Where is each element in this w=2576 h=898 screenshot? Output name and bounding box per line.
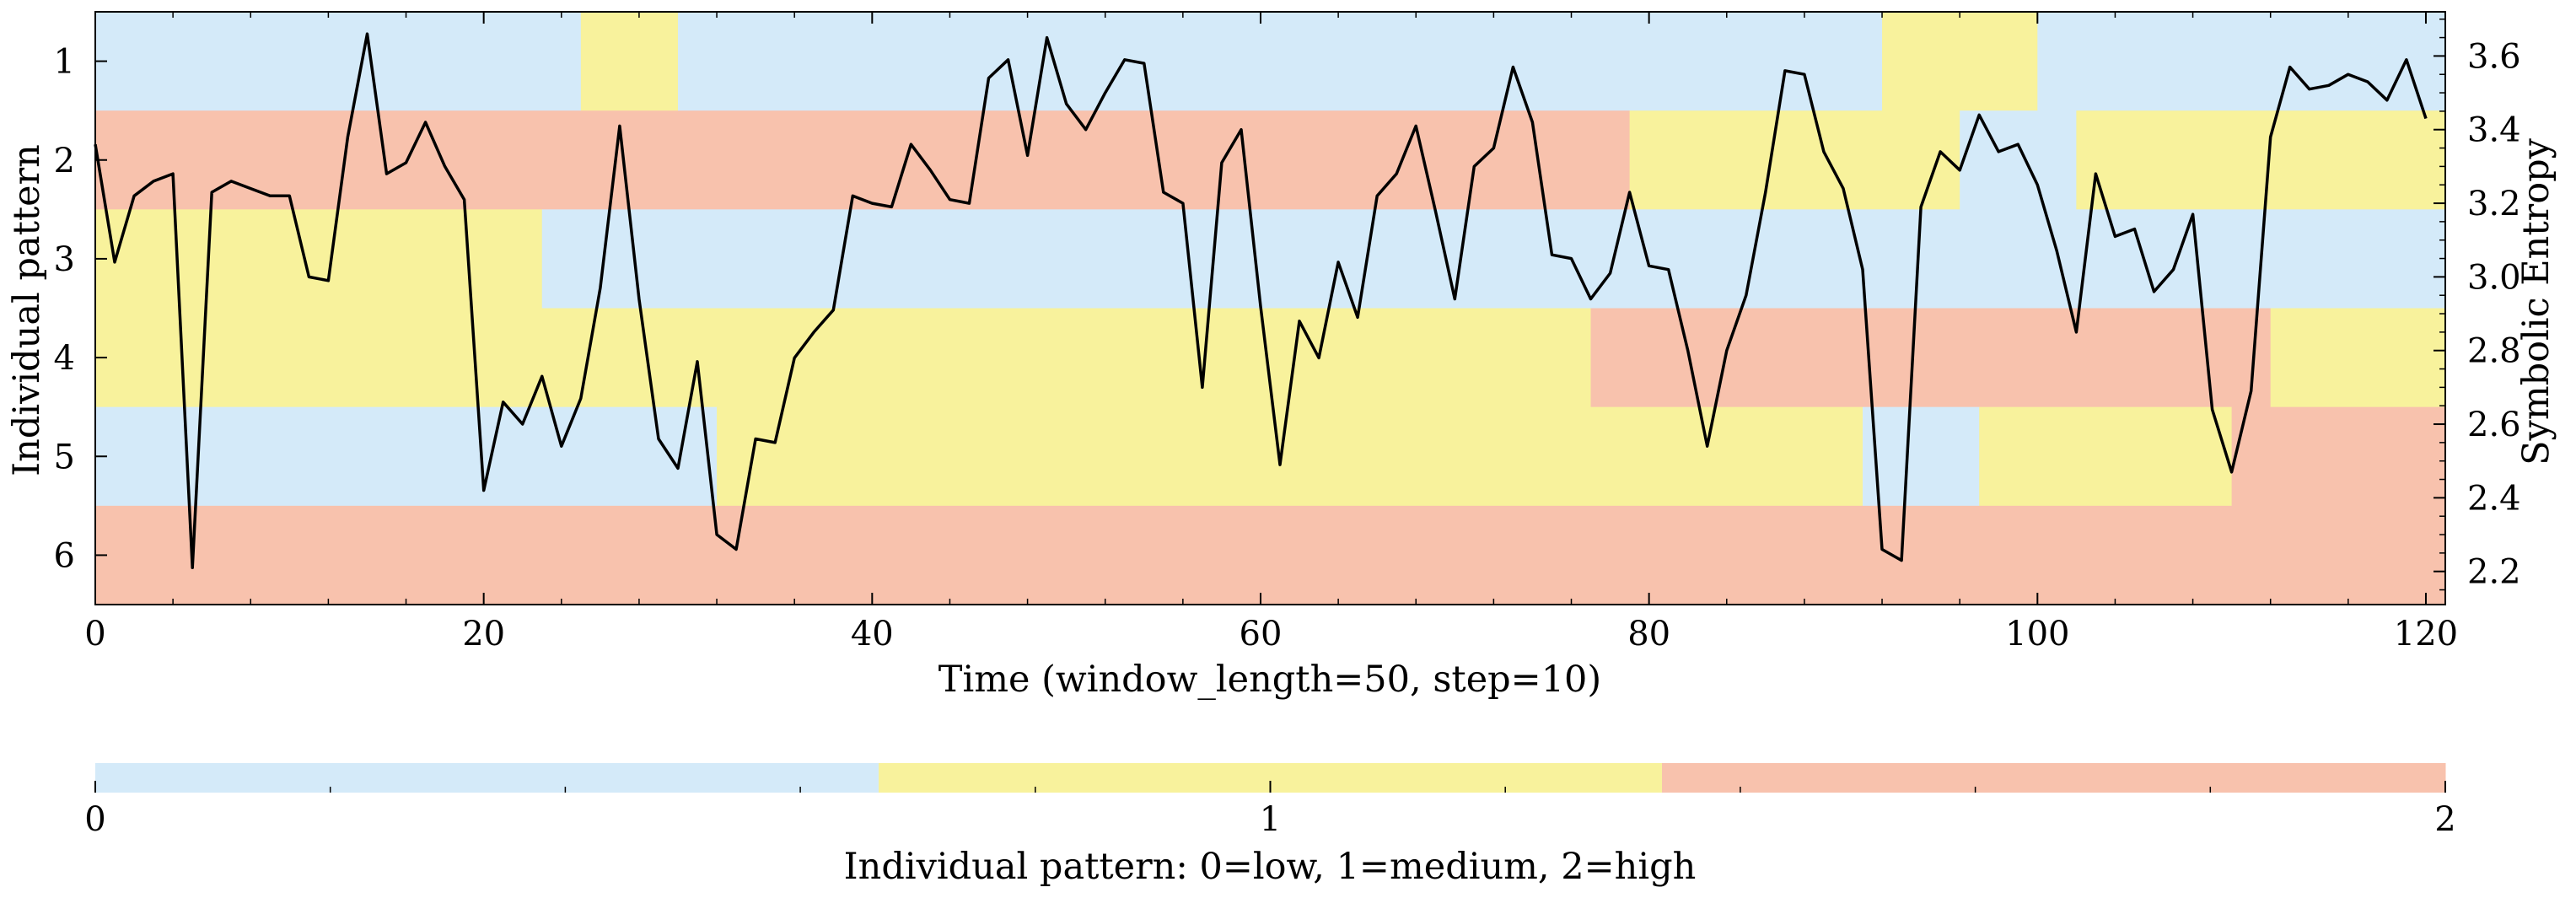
heatmap-cell-6-1 bbox=[95, 505, 2446, 605]
axis-ticks bbox=[94, 12, 2445, 605]
colorbar: 0 1 2 bbox=[84, 763, 2456, 839]
tick-labels: 0 20 40 60 80 100 120 1 2 3 4 5 6 2.2 2.4 2.6 2.8 3.0 3.2 3… bbox=[54, 37, 2521, 653]
y2-tick-label: 2.4 bbox=[2467, 479, 2521, 518]
heatmap-cell-3-1 bbox=[95, 209, 543, 309]
plot-frame bbox=[94, 11, 2446, 605]
y2-tick-label: 2.8 bbox=[2467, 332, 2521, 371]
heatmap-cell-2-2 bbox=[1629, 110, 1960, 210]
heatmap-cell-5-4 bbox=[1979, 406, 2233, 507]
heatmap-cell-5-3 bbox=[1863, 406, 1980, 507]
y-tick-label: 4 bbox=[54, 339, 75, 378]
heatmap-cell-5-5 bbox=[2231, 406, 2446, 507]
colorbar-tick-label: 1 bbox=[1260, 800, 1281, 839]
heatmap-cell-2-1 bbox=[95, 110, 1631, 210]
colorbar-tick-label: 2 bbox=[2434, 800, 2455, 839]
y-tick-label: 2 bbox=[54, 142, 75, 180]
y2-tick-label: 2.2 bbox=[2467, 553, 2521, 592]
heatmap-cell-1-3 bbox=[677, 12, 1883, 111]
x-tick-label: 100 bbox=[2005, 615, 2069, 653]
x-axis-label: Time (window_length=50, step=10) bbox=[938, 659, 1601, 701]
x-tick-label: 20 bbox=[462, 615, 505, 653]
y-tick-label: 3 bbox=[54, 240, 75, 279]
heatmap-cell-2-3 bbox=[1960, 110, 2077, 210]
heatmap-cell-4-1 bbox=[95, 308, 1592, 408]
colorbar-tick-label: 0 bbox=[84, 800, 105, 839]
colorbar-label: Individual pattern: 0=low, 1=medium, 2=h… bbox=[844, 846, 1697, 888]
y-tick-label: 5 bbox=[54, 438, 75, 476]
heatmap-cell-2-4 bbox=[2076, 110, 2446, 210]
y2-tick-label: 2.6 bbox=[2467, 406, 2521, 444]
heatmap-cell-1-5 bbox=[2037, 12, 2446, 111]
colorbar-segment-2 bbox=[1662, 763, 2446, 793]
x-tick-label: 60 bbox=[1240, 615, 1283, 653]
heatmap-cell-5-2 bbox=[717, 406, 1863, 507]
y2-tick-label: 3.0 bbox=[2467, 258, 2521, 297]
heatmap-cell-1-2 bbox=[580, 12, 679, 111]
heatmap bbox=[95, 12, 2446, 605]
y2-tick-label: 3.4 bbox=[2467, 111, 2521, 150]
colorbar-segment-0 bbox=[95, 763, 879, 793]
x-tick-label: 0 bbox=[84, 615, 105, 653]
x-tick-label: 120 bbox=[2394, 615, 2458, 653]
x-tick-label: 40 bbox=[851, 615, 894, 653]
heatmap-cell-1-1 bbox=[95, 12, 582, 111]
y-axis-label: Individual pattern bbox=[6, 144, 48, 476]
x-tick-label: 80 bbox=[1627, 615, 1670, 653]
y2-tick-label: 3.2 bbox=[2467, 185, 2521, 223]
secondary-y-axis-label: Symbolic Entropy bbox=[2515, 137, 2557, 465]
heatmap-cell-1-4 bbox=[1882, 12, 2038, 111]
heatmap-cell-4-2 bbox=[1590, 308, 2272, 408]
heatmap-cell-3-2 bbox=[541, 209, 2446, 309]
heatmap-cell-4-3 bbox=[2270, 308, 2446, 408]
entropy-line bbox=[94, 32, 2428, 570]
y2-tick-label: 3.6 bbox=[2467, 37, 2521, 76]
y-tick-label: 6 bbox=[54, 536, 75, 575]
y-tick-label: 1 bbox=[54, 43, 75, 82]
